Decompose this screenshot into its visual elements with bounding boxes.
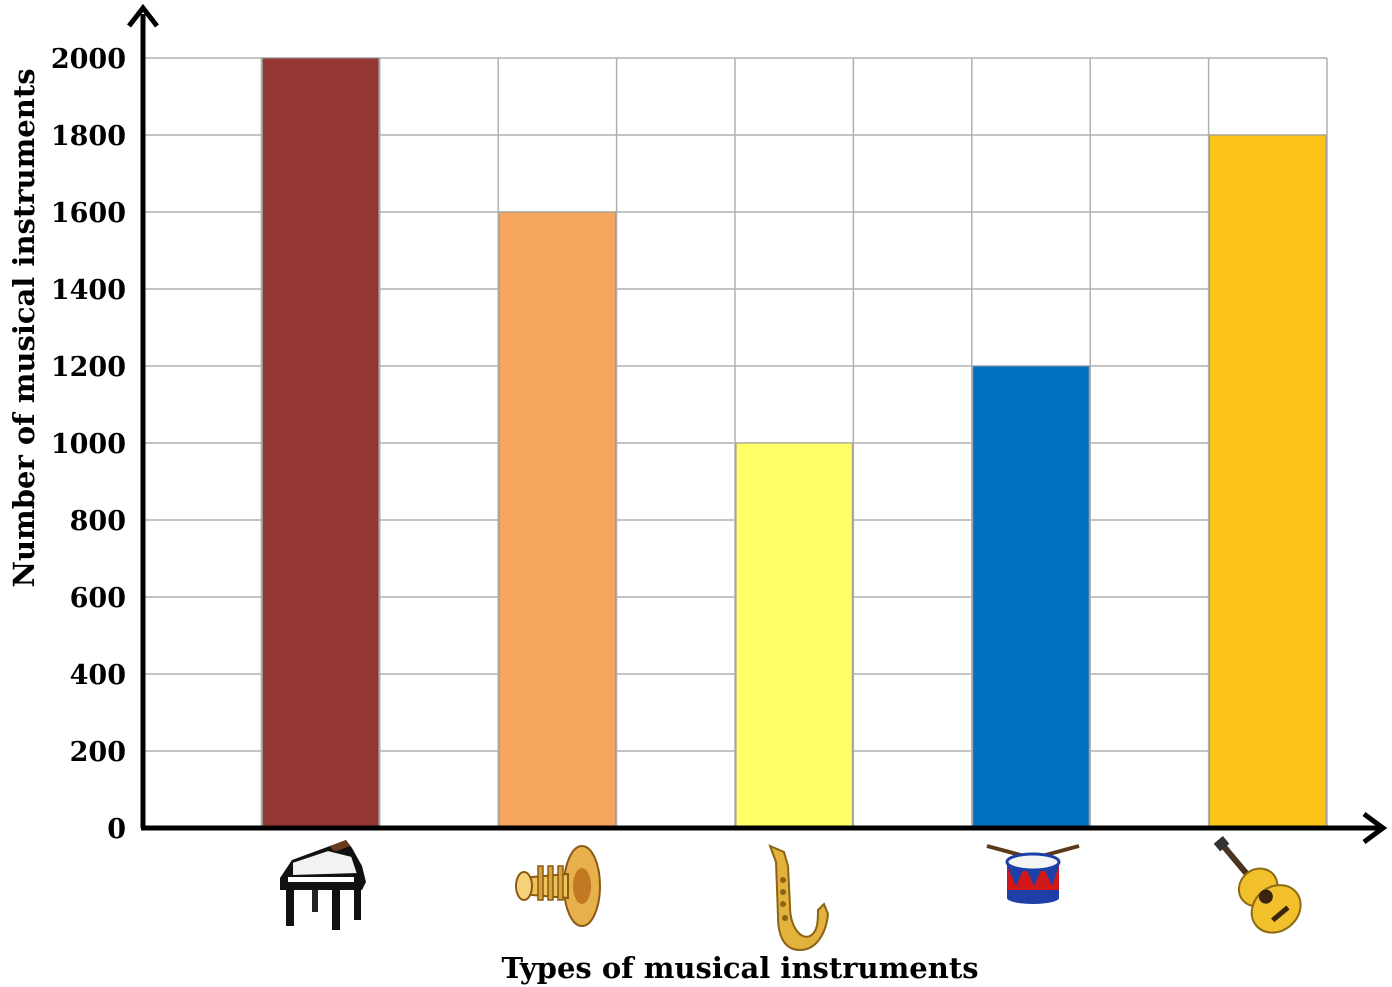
bar-guitar xyxy=(1209,134,1327,829)
y-tick-label: 600 xyxy=(70,583,126,614)
axes xyxy=(127,3,1388,845)
y-tick-label: 1600 xyxy=(51,198,126,229)
y-axis-arrowhead xyxy=(127,3,159,28)
y-tick-label: 200 xyxy=(70,737,126,768)
bar-drum xyxy=(972,365,1090,829)
y-axis-title: Number of musical instruments xyxy=(7,68,41,587)
drum-icon xyxy=(986,844,1080,904)
y-tick-label: 0 xyxy=(107,814,126,845)
bar-saxophone xyxy=(735,442,853,829)
guitar-icon xyxy=(1213,836,1302,934)
saxophone-icon xyxy=(768,844,830,952)
x-axis-arrowhead xyxy=(1362,811,1388,845)
y-tick-label: 1000 xyxy=(51,429,126,460)
bar-piano xyxy=(261,57,380,829)
y-tick-label: 1200 xyxy=(51,352,126,383)
piano-icon xyxy=(280,840,366,930)
y-tick-label: 1800 xyxy=(51,121,126,152)
y-tick-label: 400 xyxy=(70,660,126,691)
y-tick-labels: 0 200 400 600 800 1000 1200 1400 1600 1800 2000 xyxy=(51,44,126,845)
y-tick-label: 800 xyxy=(70,506,126,537)
x-axis-title: Types of musical instruments xyxy=(501,951,978,985)
y-tick-label: 2000 xyxy=(51,44,126,75)
y-tick-label: 1400 xyxy=(51,275,126,306)
bars xyxy=(261,57,1327,829)
trumpet-icon xyxy=(515,845,601,927)
bar-trumpet xyxy=(498,211,617,829)
